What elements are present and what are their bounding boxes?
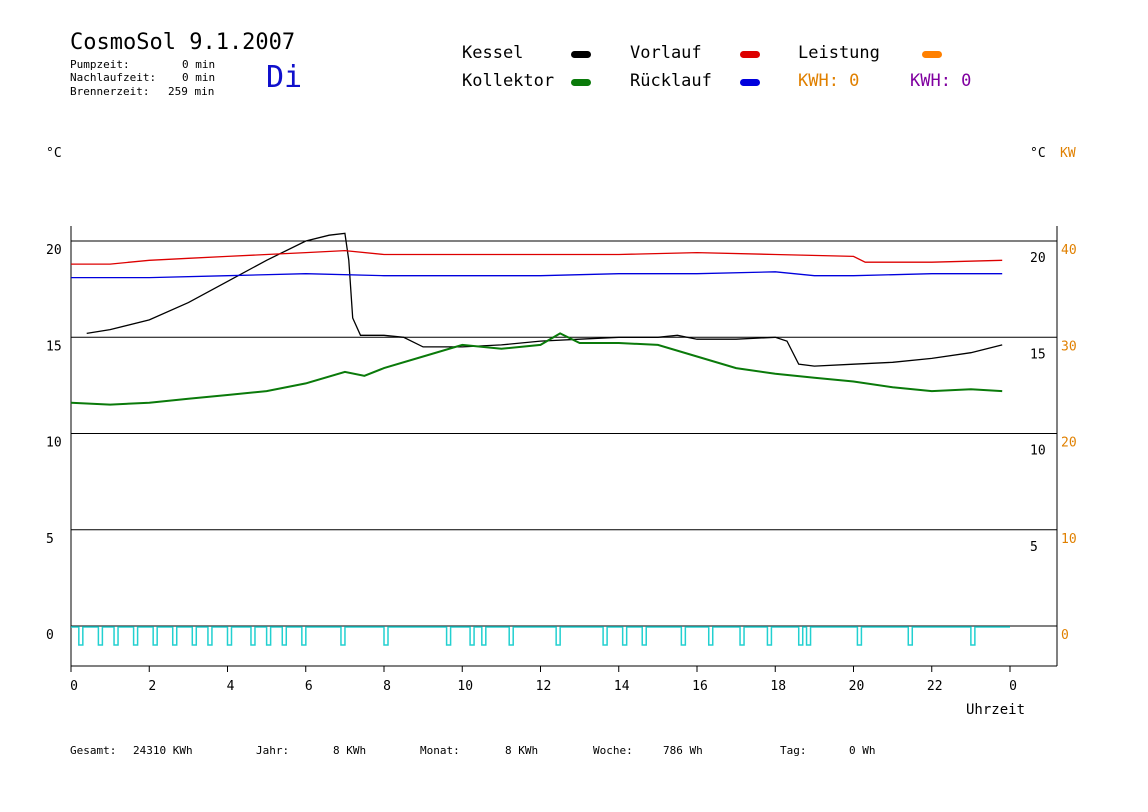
x-tick-label-8: 16	[692, 679, 708, 694]
weekday-label: Di	[266, 60, 303, 95]
series-line-kessel	[86, 232, 1003, 367]
y-tick-left-20: 20	[46, 243, 62, 258]
series-line-kollektor	[70, 332, 1003, 406]
x-tick-label-1: 2	[148, 679, 156, 694]
footer-tag-value: 0 Wh	[849, 744, 876, 757]
legend-kollektor-swatch	[571, 79, 591, 86]
y-tick-kw-20: 20	[1061, 436, 1077, 451]
x-tick-label-12: 0	[1009, 679, 1017, 694]
footer-monat-value: 8 KWh	[505, 744, 539, 757]
stat-pumpzeit-label: Pumpzeit:	[70, 58, 130, 71]
x-tick-label-6: 12	[536, 679, 552, 694]
y-tick-right-5: 5	[1030, 540, 1038, 555]
legend-leistung-label: Leistung	[798, 43, 880, 63]
y-tick-left-0: 0	[46, 628, 54, 643]
legend-kessel-swatch	[571, 51, 591, 58]
kwh-left-value: KWH: 0	[798, 71, 860, 91]
y-tick-right-10: 10	[1030, 444, 1046, 459]
y-tick-right-15: 15	[1030, 347, 1046, 362]
y-tick-kw-0: 0	[1061, 628, 1069, 643]
x-tick-label-0: 0	[70, 679, 78, 694]
pump-pulse-trace	[71, 626, 1010, 646]
y-tick-left-10: 10	[46, 436, 62, 451]
series-line-vorlauf	[71, 249, 1003, 265]
left-axis-unit: °C	[46, 146, 62, 161]
y-tick-right-20: 20	[1030, 251, 1046, 266]
footer-jahr-value: 8 KWh	[333, 744, 367, 757]
series-line-ruecklauf	[71, 271, 1003, 279]
kwh-right-value: KWH: 0	[910, 71, 972, 91]
footer-monat-label: Monat:	[420, 744, 460, 757]
y-tick-left-15: 15	[46, 339, 62, 354]
x-tick-label-5: 10	[457, 679, 473, 694]
legend-leistung-swatch	[922, 51, 942, 58]
footer-gesamt-value: 24310 KWh	[133, 744, 193, 757]
stat-brennerzeit-label: Brennerzeit:	[70, 85, 150, 98]
stat-brennerzeit-value: 259 min	[168, 85, 215, 98]
stat-pumpzeit-value: 0 min	[182, 58, 216, 71]
right-axis-unit-kw: KW	[1060, 146, 1076, 161]
page-title: CosmoSol 9.1.2007	[70, 30, 296, 55]
y-tick-left-5: 5	[46, 532, 54, 547]
footer-gesamt-label: Gesamt:	[70, 744, 117, 757]
footer-tag-label: Tag:	[780, 744, 807, 757]
x-tick-label-10: 20	[849, 679, 865, 694]
footer-woche-label: Woche:	[593, 744, 633, 757]
footer-woche-value: 786 Wh	[663, 744, 703, 757]
x-tick-label-2: 4	[227, 679, 235, 694]
stat-nachlaufzeit-value: 0 min	[182, 71, 216, 84]
right-axis-unit: °C	[1030, 146, 1046, 161]
x-tick-label-7: 14	[614, 679, 630, 694]
footer-jahr-label: Jahr:	[256, 744, 290, 757]
x-tick-label-9: 18	[770, 679, 786, 694]
stat-nachlaufzeit-label: Nachlaufzeit:	[70, 71, 157, 84]
x-axis-label: Uhrzeit	[966, 702, 1026, 718]
legend-vorlauf-swatch	[740, 51, 760, 58]
legend-kollektor-label: Kollektor	[462, 71, 555, 91]
x-tick-label-3: 6	[305, 679, 313, 694]
y-tick-kw-30: 30	[1061, 339, 1077, 354]
legend-ruecklauf-swatch	[740, 79, 760, 86]
x-tick-label-11: 22	[927, 679, 943, 694]
legend-ruecklauf-label: Rücklauf	[630, 71, 712, 91]
legend-vorlauf-label: Vorlauf	[630, 43, 702, 63]
legend-kessel-label: Kessel	[462, 43, 524, 63]
x-tick-label-4: 8	[383, 679, 391, 694]
y-tick-kw-40: 40	[1061, 243, 1077, 258]
y-tick-kw-10: 10	[1061, 532, 1077, 547]
